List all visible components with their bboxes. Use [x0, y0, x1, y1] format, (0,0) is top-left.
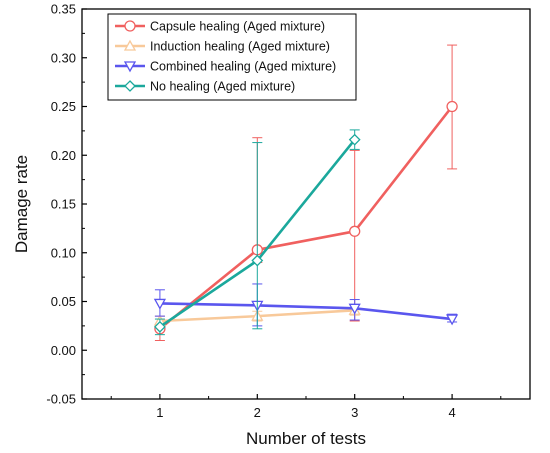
y-tick-label: 0.35 — [51, 2, 76, 17]
marker-circle — [124, 20, 136, 32]
y-tick-label: 0.20 — [51, 148, 76, 163]
marker-diamond — [251, 254, 264, 267]
marker-triangle-down — [445, 314, 459, 326]
x-tick-label: 3 — [351, 405, 358, 420]
legend-label: Combined healing (Aged mixture) — [150, 60, 336, 74]
marker-diamond — [153, 320, 166, 333]
series-4 — [153, 129, 361, 336]
x-tick-label: 4 — [448, 405, 455, 420]
x-axis-title: Number of tests — [246, 429, 366, 448]
marker-diamond — [348, 133, 361, 146]
y-tick-label: -0.05 — [46, 392, 76, 407]
series-layer — [153, 44, 459, 341]
legend-item-4: No healing (Aged mixture) — [115, 80, 295, 94]
y-tick-label: 0.15 — [51, 197, 76, 212]
y-tick-label: 0.30 — [51, 50, 76, 65]
marker-circle — [349, 225, 361, 237]
series-line — [159, 302, 453, 321]
series-line — [159, 105, 454, 330]
legend-label: Capsule healing (Aged mixture) — [150, 20, 325, 34]
legend-label: Induction healing (Aged mixture) — [150, 40, 330, 54]
y-axis-title: Damage rate — [12, 155, 31, 253]
y-tick-label: 0.10 — [51, 245, 76, 260]
marker-triangle-down — [153, 298, 167, 310]
legend-label: No healing (Aged mixture) — [150, 80, 295, 94]
legend-item-3: Combined healing (Aged mixture) — [115, 60, 336, 74]
legend: Capsule healing (Aged mixture) Induction … — [107, 13, 357, 101]
marker-circle — [446, 100, 458, 113]
y-tick-label: 0.05 — [51, 294, 76, 309]
legend-box — [107, 13, 357, 101]
axes: -0.05 0.00 0.05 0.10 0.15 0.20 0.25 0.30 0.35 1 2 3… — [46, 2, 531, 420]
x-tick-label: 1 — [156, 405, 163, 420]
marker-triangle-down — [348, 303, 361, 315]
x-tick-label: 2 — [254, 405, 261, 420]
marker-diamond — [124, 80, 136, 92]
y-tick-label: 0.00 — [51, 343, 76, 358]
marker-triangle-up — [123, 39, 137, 51]
marker-triangle-down — [123, 61, 137, 73]
series-3 — [153, 283, 459, 327]
y-tick-label: 0.25 — [51, 99, 76, 114]
legend-item-2: Induction healing (Aged mixture) — [115, 40, 330, 54]
legend-item-1: Capsule healing (Aged mixture) — [115, 20, 325, 34]
